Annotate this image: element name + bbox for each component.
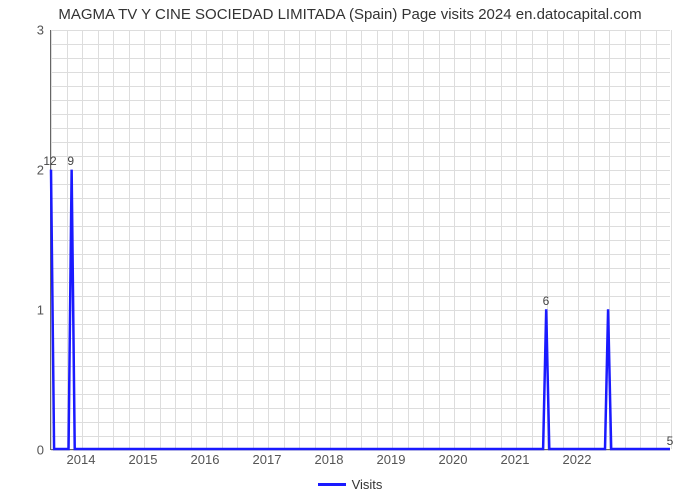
y-tick-label: 1 <box>37 303 44 318</box>
x-tick-label: 2020 <box>439 452 468 467</box>
legend-swatch-visits <box>318 483 346 486</box>
data-point-label: 5 <box>667 434 674 448</box>
line-series-visits <box>51 30 670 449</box>
chart-title: MAGMA TV Y CINE SOCIEDAD LIMITADA (Spain… <box>0 6 700 23</box>
y-tick-label: 3 <box>37 23 44 38</box>
y-tick-label: 0 <box>37 443 44 458</box>
legend: Visits <box>0 476 700 492</box>
legend-label-visits: Visits <box>352 477 383 492</box>
gridline-v <box>671 30 672 449</box>
x-tick-label: 2015 <box>129 452 158 467</box>
x-tick-label: 2022 <box>563 452 592 467</box>
x-tick-label: 2021 <box>501 452 530 467</box>
plot-area <box>50 30 670 450</box>
x-tick-label: 2019 <box>377 452 406 467</box>
data-point-label: 9 <box>67 154 74 168</box>
x-tick-label: 2016 <box>191 452 220 467</box>
x-tick-label: 2017 <box>253 452 282 467</box>
x-tick-label: 2014 <box>67 452 96 467</box>
data-point-label: 12 <box>43 154 56 168</box>
x-tick-label: 2018 <box>315 452 344 467</box>
data-point-label: 6 <box>543 294 550 308</box>
